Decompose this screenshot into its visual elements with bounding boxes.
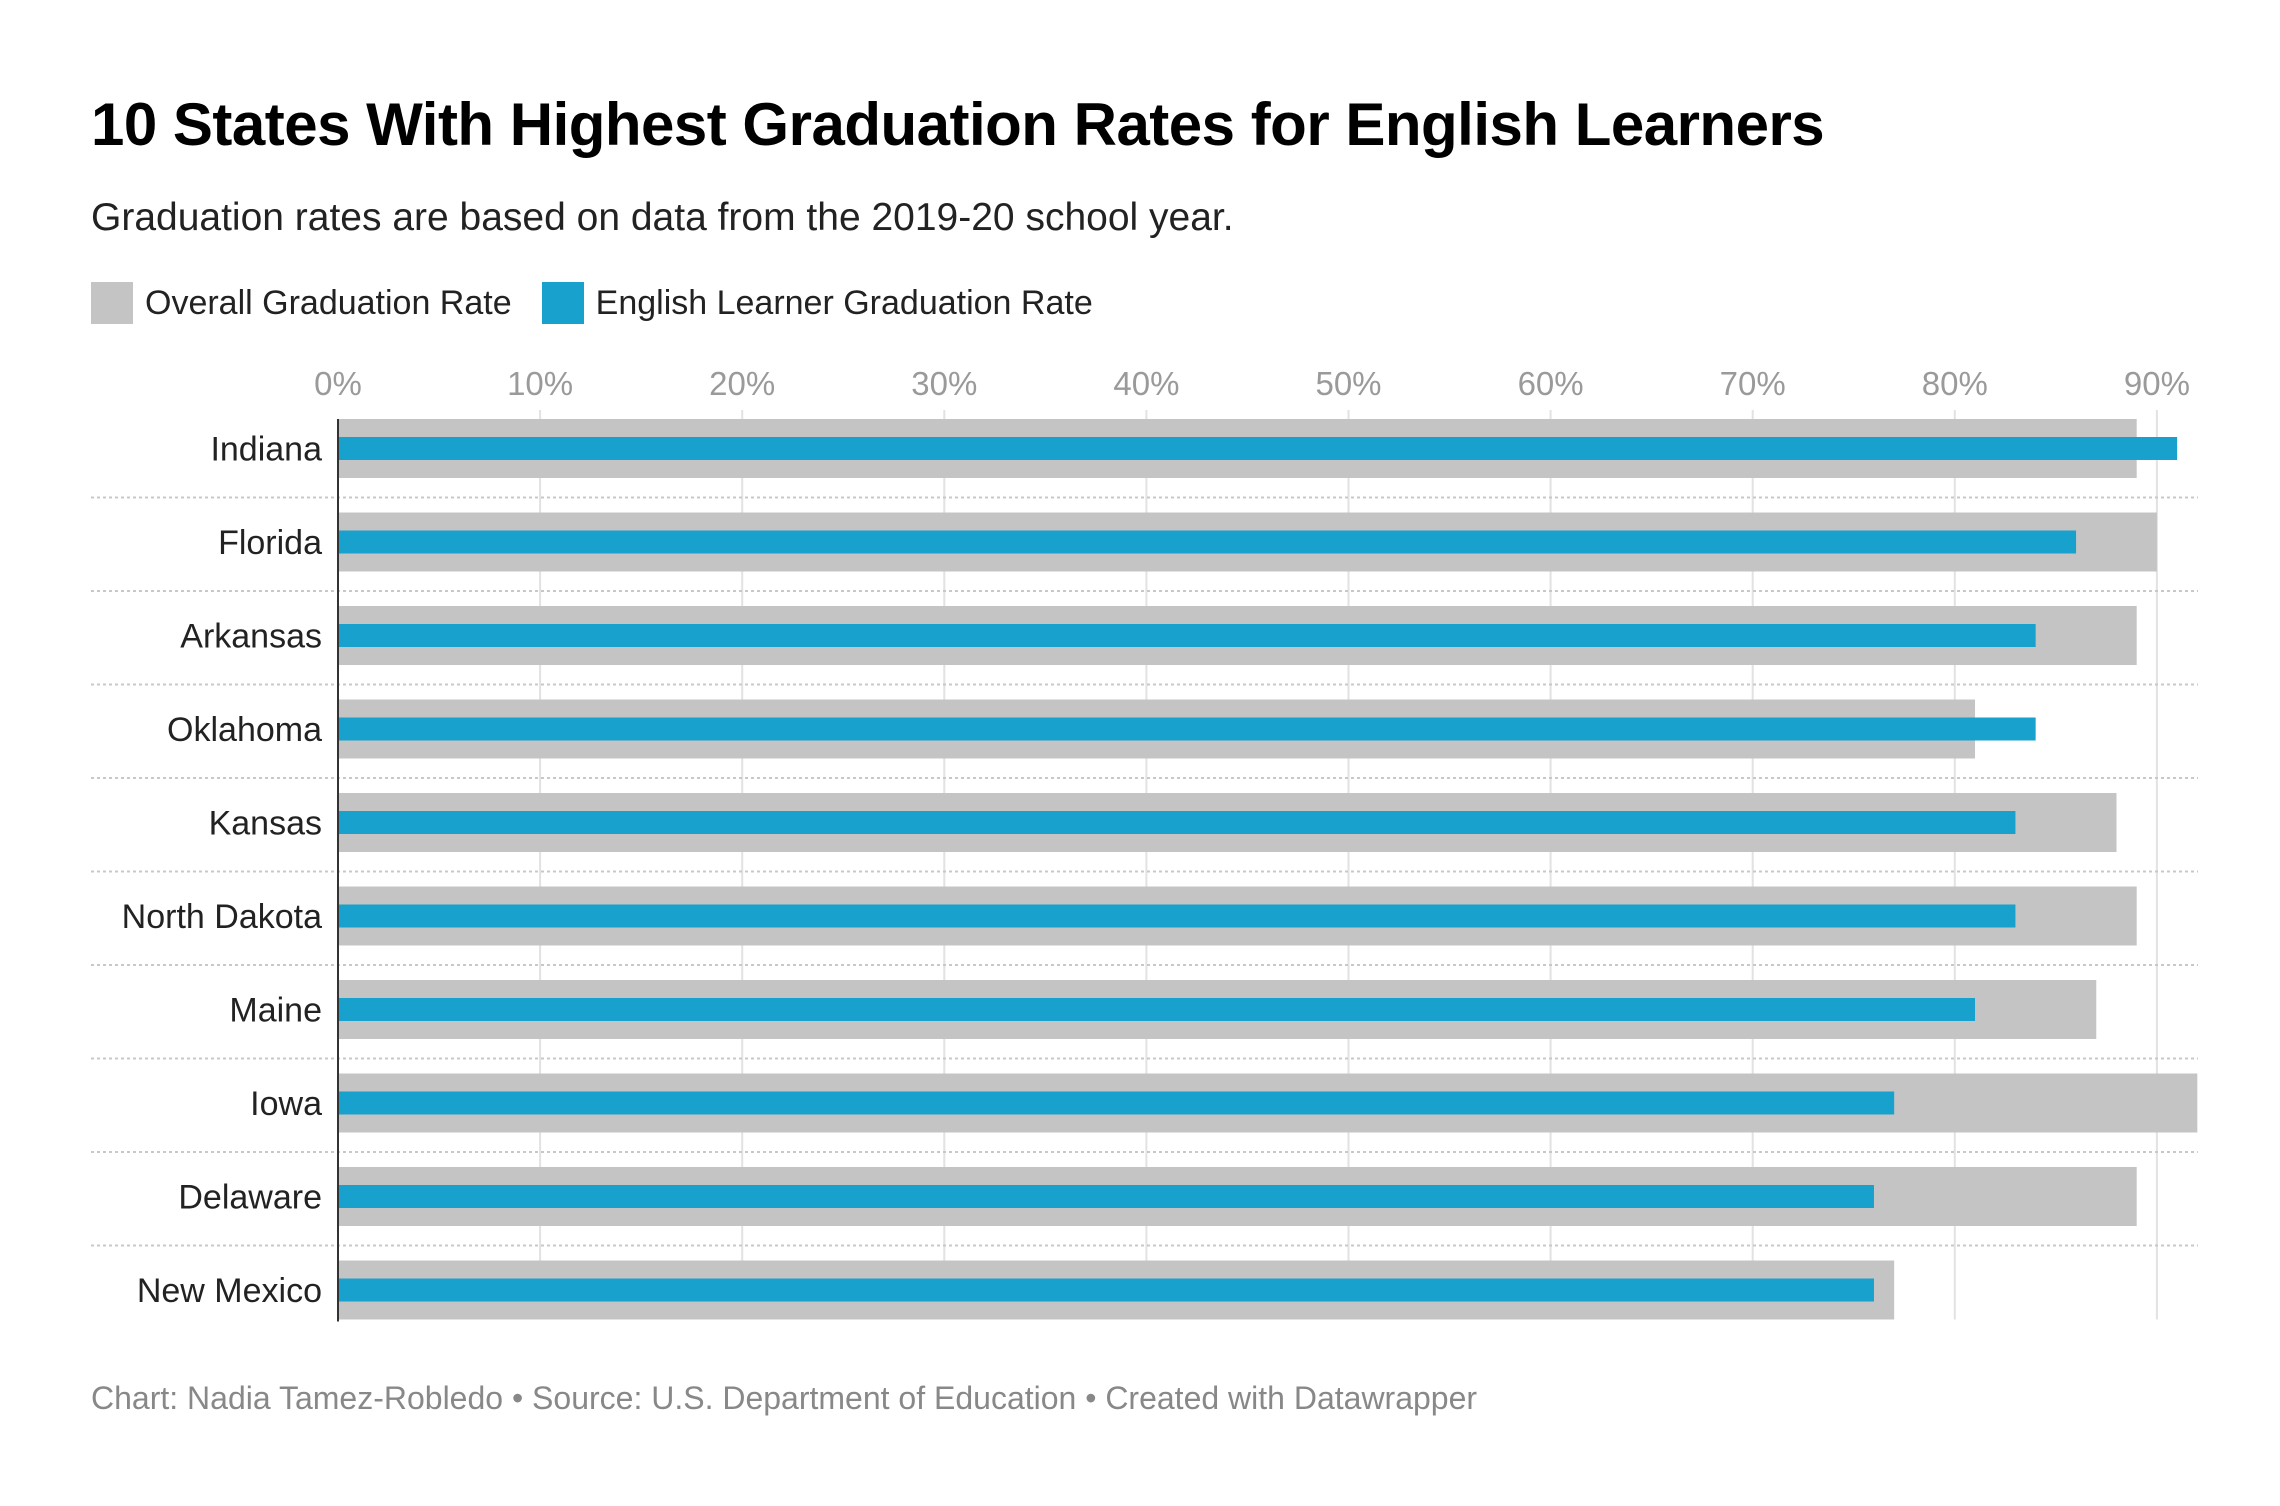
bar-english-learner [338,811,2016,834]
x-tick-label: 60% [1518,365,1584,402]
category-label: Kansas [209,805,322,843]
legend-swatch-english-learner [541,282,584,324]
bar-english-learner [338,437,2178,460]
x-tick-label: 80% [1922,365,1988,402]
category-label: North Dakota [122,898,322,936]
chart-footer: Chart: Nadia Tamez-Robledo • Source: U.S… [91,1380,1478,1416]
category-label: Florida [218,524,322,562]
category-label: Iowa [250,1085,322,1123]
x-tick-label: 90% [2124,365,2190,402]
bar-english-learner [338,624,2036,647]
legend-label-overall: Overall Graduation Rate [145,283,512,322]
x-tick-label: 10% [507,365,573,402]
category-label: Arkansas [180,618,322,656]
bar-english-learner [338,530,2077,554]
legend-swatch-overall [91,282,133,324]
category-label: Delaware [178,1179,322,1217]
chart-subtitle: Graduation rates are based on data from … [91,196,1234,239]
x-tick-label: 40% [1113,365,1179,402]
bar-english-learner [338,998,1976,1021]
x-tick-label: 20% [709,365,775,402]
category-label: Oklahoma [167,711,322,749]
x-tick-label: 70% [1720,365,1786,402]
bar-english-learner [338,1091,1895,1115]
legend-item-overall: Overall Graduation Rate [91,282,512,324]
bar-english-learner [338,717,2036,741]
bar-english-learner [338,1278,1874,1302]
category-label: Maine [229,992,322,1030]
legend-item-english-learner: English Learner Graduation Rate [541,282,1093,324]
x-tick-label: 50% [1315,365,1381,402]
x-tick-label: 30% [911,365,977,402]
legend: Overall Graduation Rate English Learner … [91,282,1123,324]
legend-label-english-learner: English Learner Graduation Rate [595,283,1093,322]
category-label: Indiana [210,431,322,469]
chart-title: 10 States With Highest Graduation Rates … [91,91,1825,158]
bar-english-learner [338,904,2016,928]
bar-english-learner [338,1185,1874,1208]
x-tick-label: 0% [314,365,362,402]
category-label: New Mexico [137,1272,322,1310]
